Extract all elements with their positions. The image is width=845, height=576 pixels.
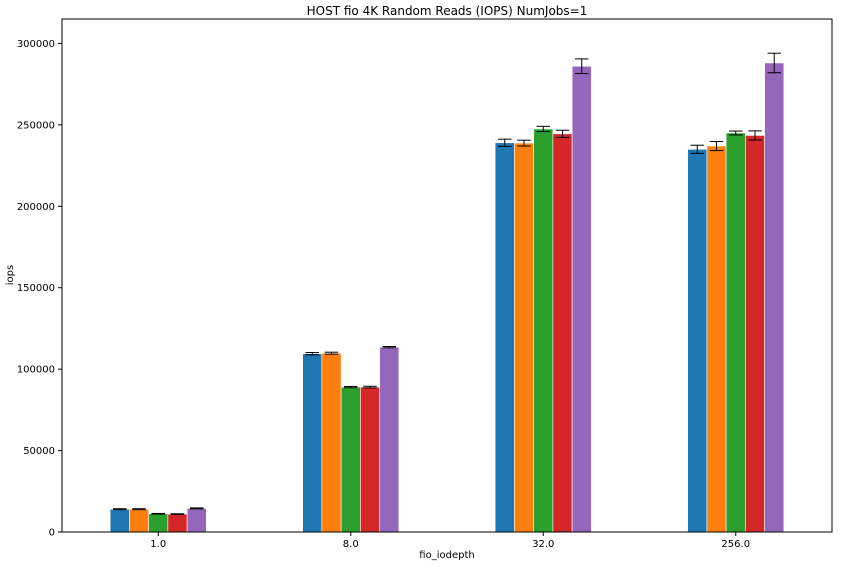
y-tick-label-0: 0 — [49, 528, 55, 539]
error-bar-series-3-1.0 — [151, 512, 165, 515]
x-tick-label-8.0: 8.0 — [343, 539, 359, 550]
x-tick-label-32.0: 32.0 — [532, 539, 554, 550]
y-tick-label-150000: 150000 — [17, 283, 55, 294]
error-bar-series-4-8.0 — [363, 385, 377, 389]
bar-series-3-32.0 — [533, 128, 554, 533]
bar-series-4-32.0 — [552, 133, 573, 533]
error-bar-series-5-256.0 — [767, 52, 781, 74]
error-bar-series-3-32.0 — [536, 125, 550, 133]
error-bar-series-1-32.0 — [498, 138, 512, 147]
y-axis-label: iops — [5, 265, 16, 285]
y-tick-label-100000: 100000 — [17, 365, 55, 376]
bar-series-1-256.0 — [687, 148, 708, 533]
bar-series-1-1.0 — [109, 508, 130, 533]
bar-series-2-1.0 — [129, 508, 149, 533]
error-bar-series-2-8.0 — [324, 351, 339, 355]
error-bar-series-4-32.0 — [555, 129, 570, 138]
bar-series-3-1.0 — [148, 513, 169, 533]
y-tick-label-50000: 50000 — [23, 446, 55, 457]
bar-series-1-32.0 — [494, 142, 515, 533]
bar-series-2-8.0 — [321, 352, 342, 533]
bar-series-2-256.0 — [706, 145, 727, 533]
bar-series-4-256.0 — [745, 135, 765, 533]
error-bar-series-3-8.0 — [344, 385, 358, 389]
bar-series-4-1.0 — [167, 513, 188, 533]
bar-series-4-8.0 — [360, 386, 380, 533]
error-bar-series-5-32.0 — [575, 58, 589, 75]
y-tick-label-300000: 300000 — [17, 39, 55, 50]
error-bar-series-1-1.0 — [113, 508, 127, 511]
y-tick-label-250000: 250000 — [17, 120, 55, 131]
error-bar-series-2-1.0 — [132, 508, 146, 511]
x-axis: 1.0 8.0 32.0 256.0 — [150, 532, 750, 550]
bar-series-2-32.0 — [514, 142, 534, 533]
error-bar-series-1-8.0 — [305, 352, 319, 356]
y-tick-label-200000: 200000 — [17, 202, 55, 213]
error-bar-series-4-256.0 — [748, 130, 762, 141]
error-bar-series-5-8.0 — [382, 346, 396, 349]
bars-layer — [109, 62, 785, 533]
bar-series-5-8.0 — [379, 346, 400, 533]
bar-series-5-256.0 — [764, 62, 785, 533]
plot-area-frame — [61, 18, 833, 533]
error-bar-series-4-1.0 — [170, 513, 185, 515]
x-tick-label-1.0: 1.0 — [150, 539, 166, 550]
y-axis: 0 50000 100000 150000 200000 250000 300000 — [17, 39, 62, 539]
bar-series-3-256.0 — [725, 132, 746, 533]
bar-series-3-8.0 — [340, 386, 361, 533]
bar-series-5-1.0 — [186, 508, 207, 533]
x-axis-label: fio_iodepth — [419, 550, 474, 561]
error-bar-series-2-256.0 — [709, 140, 724, 152]
error-bars-layer — [113, 52, 781, 515]
chart-title: HOST fio 4K Random Reads (IOPS) NumJobs=… — [307, 4, 588, 18]
error-bar-series-3-256.0 — [729, 130, 743, 136]
error-bar-series-1-256.0 — [690, 144, 704, 154]
error-bar-series-5-1.0 — [190, 507, 204, 510]
error-bar-series-2-32.0 — [517, 139, 531, 147]
bar-series-5-32.0 — [571, 65, 592, 533]
bar-series-1-8.0 — [302, 353, 323, 533]
x-tick-label-256.0: 256.0 — [721, 539, 750, 550]
